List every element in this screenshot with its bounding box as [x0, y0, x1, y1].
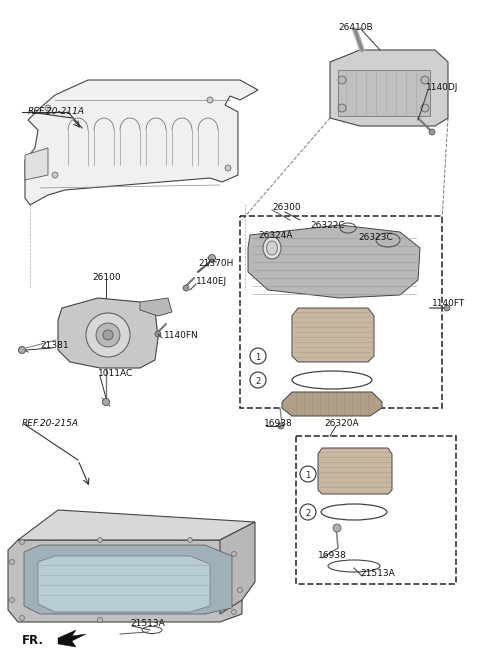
Circle shape: [225, 165, 231, 171]
Circle shape: [207, 97, 213, 103]
Text: 26100: 26100: [92, 273, 120, 283]
Polygon shape: [330, 50, 448, 126]
Circle shape: [231, 610, 237, 614]
Circle shape: [103, 399, 109, 405]
Circle shape: [421, 76, 429, 84]
Circle shape: [300, 466, 316, 482]
Text: 1: 1: [305, 470, 311, 480]
Circle shape: [278, 423, 284, 429]
Text: REF.20-215A: REF.20-215A: [22, 420, 79, 428]
Circle shape: [250, 348, 266, 364]
Text: 26322C: 26322C: [310, 221, 345, 231]
Polygon shape: [140, 298, 172, 316]
Text: 1140FN: 1140FN: [164, 332, 199, 340]
Circle shape: [96, 323, 120, 347]
Polygon shape: [18, 510, 255, 540]
Polygon shape: [282, 392, 382, 416]
Text: 16938: 16938: [318, 551, 347, 560]
Text: 21370H: 21370H: [198, 260, 233, 269]
Text: 2: 2: [305, 509, 311, 518]
Text: 1140FT: 1140FT: [432, 300, 465, 309]
Polygon shape: [25, 80, 258, 205]
Text: 21513A: 21513A: [130, 620, 165, 629]
Circle shape: [338, 76, 346, 84]
Text: 1011AC: 1011AC: [98, 369, 133, 378]
Bar: [240, 216, 442, 408]
Polygon shape: [248, 225, 420, 298]
Circle shape: [421, 104, 429, 112]
Ellipse shape: [266, 241, 277, 255]
Circle shape: [97, 537, 103, 543]
Polygon shape: [38, 556, 210, 612]
Circle shape: [86, 313, 130, 357]
Circle shape: [429, 129, 435, 135]
Circle shape: [444, 305, 450, 311]
Circle shape: [208, 254, 216, 261]
Polygon shape: [292, 308, 374, 362]
Circle shape: [97, 618, 103, 622]
Circle shape: [333, 524, 341, 532]
Text: 1140DJ: 1140DJ: [426, 83, 458, 93]
Bar: [296, 436, 456, 584]
Circle shape: [10, 560, 14, 564]
Text: 26320A: 26320A: [324, 420, 359, 428]
Circle shape: [188, 537, 192, 543]
Circle shape: [183, 285, 189, 291]
Polygon shape: [318, 448, 392, 494]
Circle shape: [338, 104, 346, 112]
Text: 26324A: 26324A: [258, 231, 292, 240]
Circle shape: [300, 504, 316, 520]
Text: 16938: 16938: [264, 420, 293, 428]
Polygon shape: [338, 70, 430, 116]
Text: 26410B: 26410B: [338, 24, 372, 32]
Text: 21381: 21381: [40, 342, 69, 350]
Circle shape: [231, 551, 237, 556]
Polygon shape: [24, 545, 232, 614]
Text: 2: 2: [255, 376, 261, 386]
Circle shape: [155, 331, 161, 337]
Polygon shape: [8, 540, 242, 622]
Polygon shape: [58, 630, 86, 647]
Circle shape: [250, 372, 266, 388]
Circle shape: [52, 172, 58, 178]
Polygon shape: [220, 522, 255, 614]
Polygon shape: [25, 148, 48, 180]
Text: 21513A: 21513A: [360, 570, 395, 579]
Text: 26323C: 26323C: [358, 233, 393, 242]
Circle shape: [19, 346, 25, 353]
Text: FR.: FR.: [22, 633, 44, 646]
Polygon shape: [58, 298, 158, 368]
Ellipse shape: [263, 237, 281, 259]
Circle shape: [20, 539, 24, 545]
Text: 1140EJ: 1140EJ: [196, 277, 227, 286]
Circle shape: [45, 105, 51, 111]
Text: REF.20-211A: REF.20-211A: [28, 108, 85, 116]
Circle shape: [10, 597, 14, 602]
Circle shape: [20, 616, 24, 620]
Text: 1: 1: [255, 353, 261, 361]
Circle shape: [238, 587, 242, 593]
Text: 26300: 26300: [272, 204, 300, 212]
Circle shape: [103, 330, 113, 340]
